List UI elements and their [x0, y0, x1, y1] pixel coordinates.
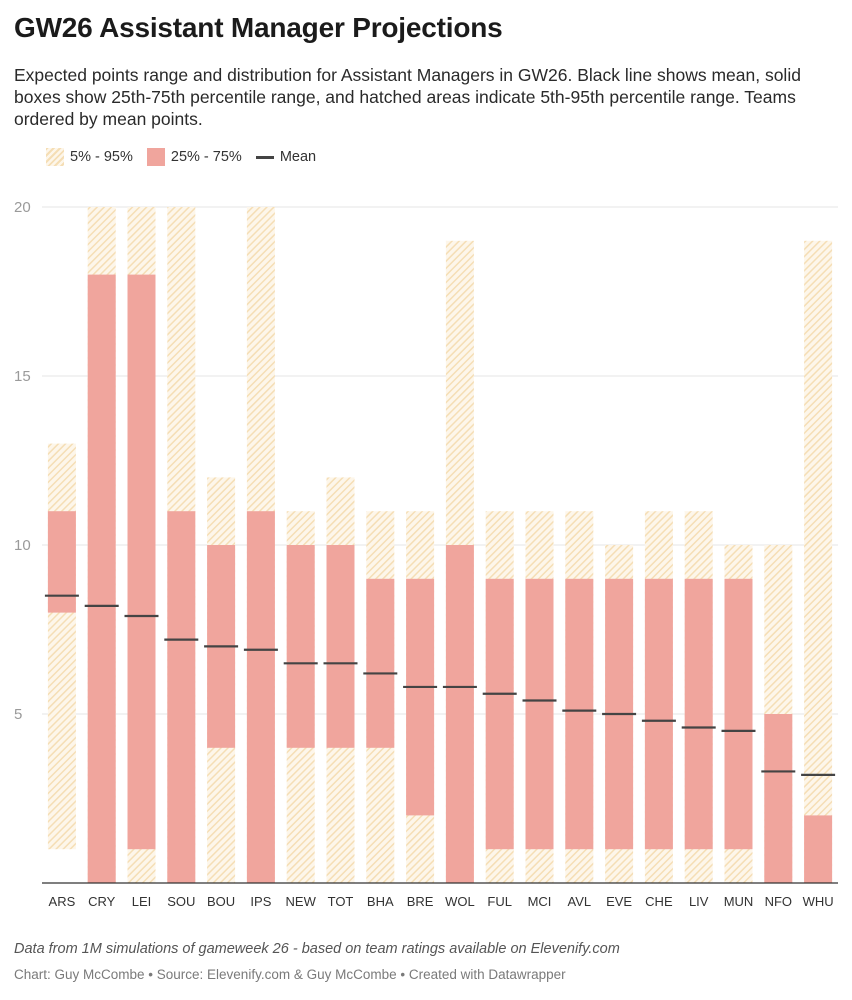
x-tick-label-tot: TOT: [328, 894, 354, 909]
range-25-75-sou: [167, 511, 196, 883]
x-tick-label-bha: BHA: [367, 894, 394, 909]
x-tick-label-avl: AVL: [567, 894, 591, 909]
range-5-95-ars: [47, 443, 76, 850]
range-25-75-whu: [804, 815, 833, 883]
legend-mean-swatch: [255, 155, 274, 159]
range-25-75-che: [644, 578, 673, 850]
legend-hatch-label: 5% - 95%: [70, 149, 133, 165]
notes: Data from 1M simulations of gameweek 26 …: [14, 941, 620, 957]
x-tick-label-mci: MCI: [528, 894, 552, 909]
chart-subtitle: Expected points range and distribution f…: [14, 65, 801, 129]
x-tick-label-sou: SOU: [167, 894, 195, 909]
x-tick-label-wol: WOL: [445, 894, 475, 909]
legend: 5% - 95% 25% - 75% Mean: [46, 148, 330, 166]
y-tick-label: 15: [14, 368, 31, 385]
chart-area: 5 10 15 20 ARS CRY LEI SOU BOU IPS NEW TOT BHA BRE WO…: [14, 199, 838, 909]
x-tick-label-che: CHE: [645, 894, 673, 909]
x-tick-label-ars: ARS: [49, 894, 76, 909]
range-25-75-nfo: [764, 714, 793, 883]
legend-item-solid: 25% - 75%: [146, 148, 242, 166]
legend-item-mean: Mean: [255, 149, 317, 165]
bars: [44, 207, 836, 884]
legend-item-hatch: 5% - 95%: [46, 148, 133, 166]
legend-mean-label: Mean: [279, 149, 317, 165]
axes: ARS CRY LEI SOU BOU IPS NEW TOT BHA BRE WOL FUL MCI A…: [42, 882, 838, 909]
range-25-75-new: [286, 545, 315, 748]
x-tick-label-mun: MUN: [724, 894, 754, 909]
range-25-75-ful: [485, 578, 514, 850]
chart-title: GW26 Assistant Manager Projections: [14, 12, 503, 43]
range-25-75-wol: [445, 545, 474, 883]
x-tick-label-cry: CRY: [88, 894, 116, 909]
credit: Chart: Guy McCombe • Source: Elevenify.c…: [14, 967, 566, 982]
x-tick-label-ips: IPS: [250, 894, 271, 909]
range-25-75-mci: [525, 578, 554, 850]
range-25-75-avl: [565, 578, 594, 850]
y-tick-label: 5: [14, 706, 22, 723]
legend-hatch-swatch: [46, 148, 64, 166]
range-25-75-ips: [246, 511, 275, 883]
legend-solid-swatch: [146, 148, 165, 166]
range-25-75-bre: [406, 578, 435, 816]
x-tick-label-lei: LEI: [132, 894, 152, 909]
x-tick-label-bre: BRE: [407, 894, 434, 909]
x-tick-label-bou: BOU: [207, 894, 235, 909]
range-5-95-whu: [804, 240, 833, 884]
range-25-75-bha: [366, 578, 395, 748]
x-tick-label-new: NEW: [286, 894, 317, 909]
x-tick-label-whu: WHU: [803, 894, 834, 909]
range-25-75-cry: [87, 274, 116, 884]
range-25-75-liv: [684, 578, 713, 850]
range-25-75-lei: [127, 274, 156, 850]
range-25-75-mun: [724, 578, 753, 850]
range-25-75-tot: [326, 545, 355, 748]
y-tick-label: 10: [14, 537, 31, 554]
range-25-75-ars: [47, 511, 76, 613]
x-tick-label-liv: LIV: [689, 894, 709, 909]
x-tick-label-nfo: NFO: [765, 894, 792, 909]
y-tick-label: 20: [14, 199, 31, 216]
x-tick-label-ful: FUL: [487, 894, 512, 909]
legend-solid-label: 25% - 75%: [170, 149, 242, 165]
x-tick-label-eve: EVE: [606, 894, 632, 909]
